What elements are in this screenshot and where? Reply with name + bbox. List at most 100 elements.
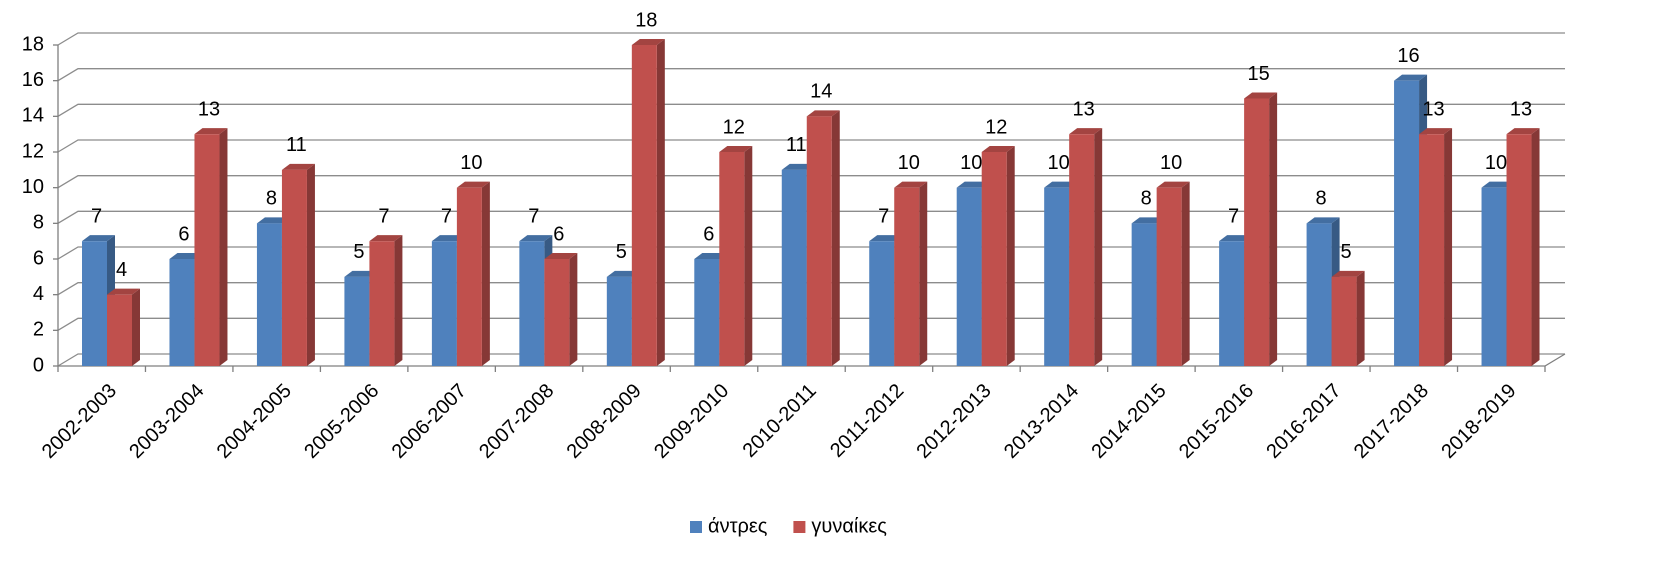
x-tick-label: 2007-2008 (475, 380, 558, 463)
data-label: 7 (878, 205, 889, 227)
x-tick-label: 2012-2013 (913, 380, 996, 463)
legend-label: γυναίκες (811, 515, 887, 537)
bar-top (981, 146, 1015, 152)
bar (1419, 134, 1445, 366)
data-label: 7 (441, 205, 452, 227)
bar-top (369, 235, 403, 242)
data-label: 7 (91, 205, 102, 227)
bar-top (431, 235, 465, 242)
data-label: 10 (460, 152, 482, 174)
data-label: 8 (266, 188, 277, 210)
y-tick-label: 4 (33, 283, 44, 305)
data-label: 10 (898, 152, 920, 174)
bar (169, 259, 195, 366)
data-label: 12 (985, 116, 1007, 138)
bar (1044, 187, 1070, 366)
bar-side (1356, 270, 1365, 366)
legend-label: άντρες (708, 515, 768, 537)
bar (369, 241, 395, 366)
data-label: 10 (1485, 152, 1507, 174)
bar (544, 259, 570, 366)
bar (107, 294, 132, 366)
bar-top (694, 253, 728, 259)
bar-side (481, 181, 490, 366)
bar-top (1331, 270, 1365, 277)
bar (456, 187, 482, 366)
bar-side (831, 110, 840, 366)
bar (256, 223, 282, 366)
bar-top (1156, 181, 1190, 188)
data-label: 14 (810, 81, 832, 103)
x-tick-label: 2011-2012 (826, 380, 908, 462)
data-label: 11 (786, 134, 807, 156)
data-label: 5 (353, 241, 364, 263)
bar-side (569, 253, 578, 366)
bar-top (1069, 128, 1103, 135)
x-tick-label: 2014-2015 (1087, 380, 1170, 463)
bar-top (781, 163, 815, 170)
bar (606, 276, 632, 366)
bar-top (194, 128, 228, 135)
bar-top (1506, 128, 1540, 135)
bar-top (281, 163, 315, 170)
data-label: 10 (1048, 152, 1070, 174)
x-tick-label: 2015-2016 (1175, 380, 1258, 463)
data-label: 10 (1160, 152, 1182, 174)
bar (281, 169, 307, 366)
bar (1069, 134, 1095, 366)
bar (1219, 241, 1245, 366)
y-tick-label: 18 (22, 33, 44, 55)
bar-top (107, 288, 140, 295)
bar (1331, 276, 1357, 366)
data-label: 7 (378, 205, 389, 227)
legend-swatch (690, 521, 702, 533)
bar-side (919, 181, 928, 366)
data-label: 6 (178, 223, 189, 245)
x-tick-label: 2013-2014 (1000, 380, 1083, 463)
bar (806, 116, 832, 366)
x-tick-label: 2010-2011 (739, 380, 821, 462)
x-tick-label: 2017-2018 (1350, 380, 1433, 463)
data-label: 6 (553, 223, 564, 245)
x-tick-label: 2006-2007 (388, 380, 471, 463)
bar (1131, 223, 1157, 366)
bar-top (1044, 181, 1078, 188)
bar-side (1444, 128, 1453, 366)
bar-side (1531, 128, 1540, 366)
bar-top (606, 270, 640, 277)
x-tick-label: 2002-2003 (38, 380, 121, 463)
y-tick-label: 16 (22, 69, 44, 91)
data-label: 4 (116, 259, 127, 281)
bar (631, 45, 657, 366)
bar-top (1131, 217, 1165, 224)
bar-top (256, 217, 290, 224)
data-label: 7 (1228, 205, 1239, 227)
x-tick-label: 2016-2017 (1262, 380, 1345, 463)
x-tick-label: 2004-2005 (213, 380, 296, 463)
y-tick-label: 10 (22, 176, 44, 198)
bar (344, 276, 370, 366)
data-label: 18 (635, 9, 657, 31)
bar-side (306, 163, 315, 366)
data-label: 8 (1141, 188, 1152, 210)
bar-top (1481, 181, 1515, 188)
x-tick-label: 2005-2006 (300, 380, 383, 463)
bar-side (1269, 92, 1278, 366)
bar-top (806, 110, 840, 117)
data-label: 13 (1510, 98, 1532, 120)
bar (194, 134, 220, 366)
bar (894, 187, 920, 366)
bar-top (869, 235, 903, 242)
bar (1244, 98, 1270, 366)
bar-top (956, 181, 990, 188)
y-tick-label: 8 (33, 212, 44, 234)
bar-top (1306, 217, 1340, 224)
bar-top (169, 253, 203, 259)
grid-line (57, 32, 1565, 46)
x-tick-label: 2009-2010 (650, 380, 733, 463)
y-tick-label: 14 (22, 105, 44, 127)
bar (1156, 187, 1182, 366)
data-label: 12 (723, 116, 745, 138)
bar (981, 152, 1007, 366)
bar-side (744, 146, 753, 366)
